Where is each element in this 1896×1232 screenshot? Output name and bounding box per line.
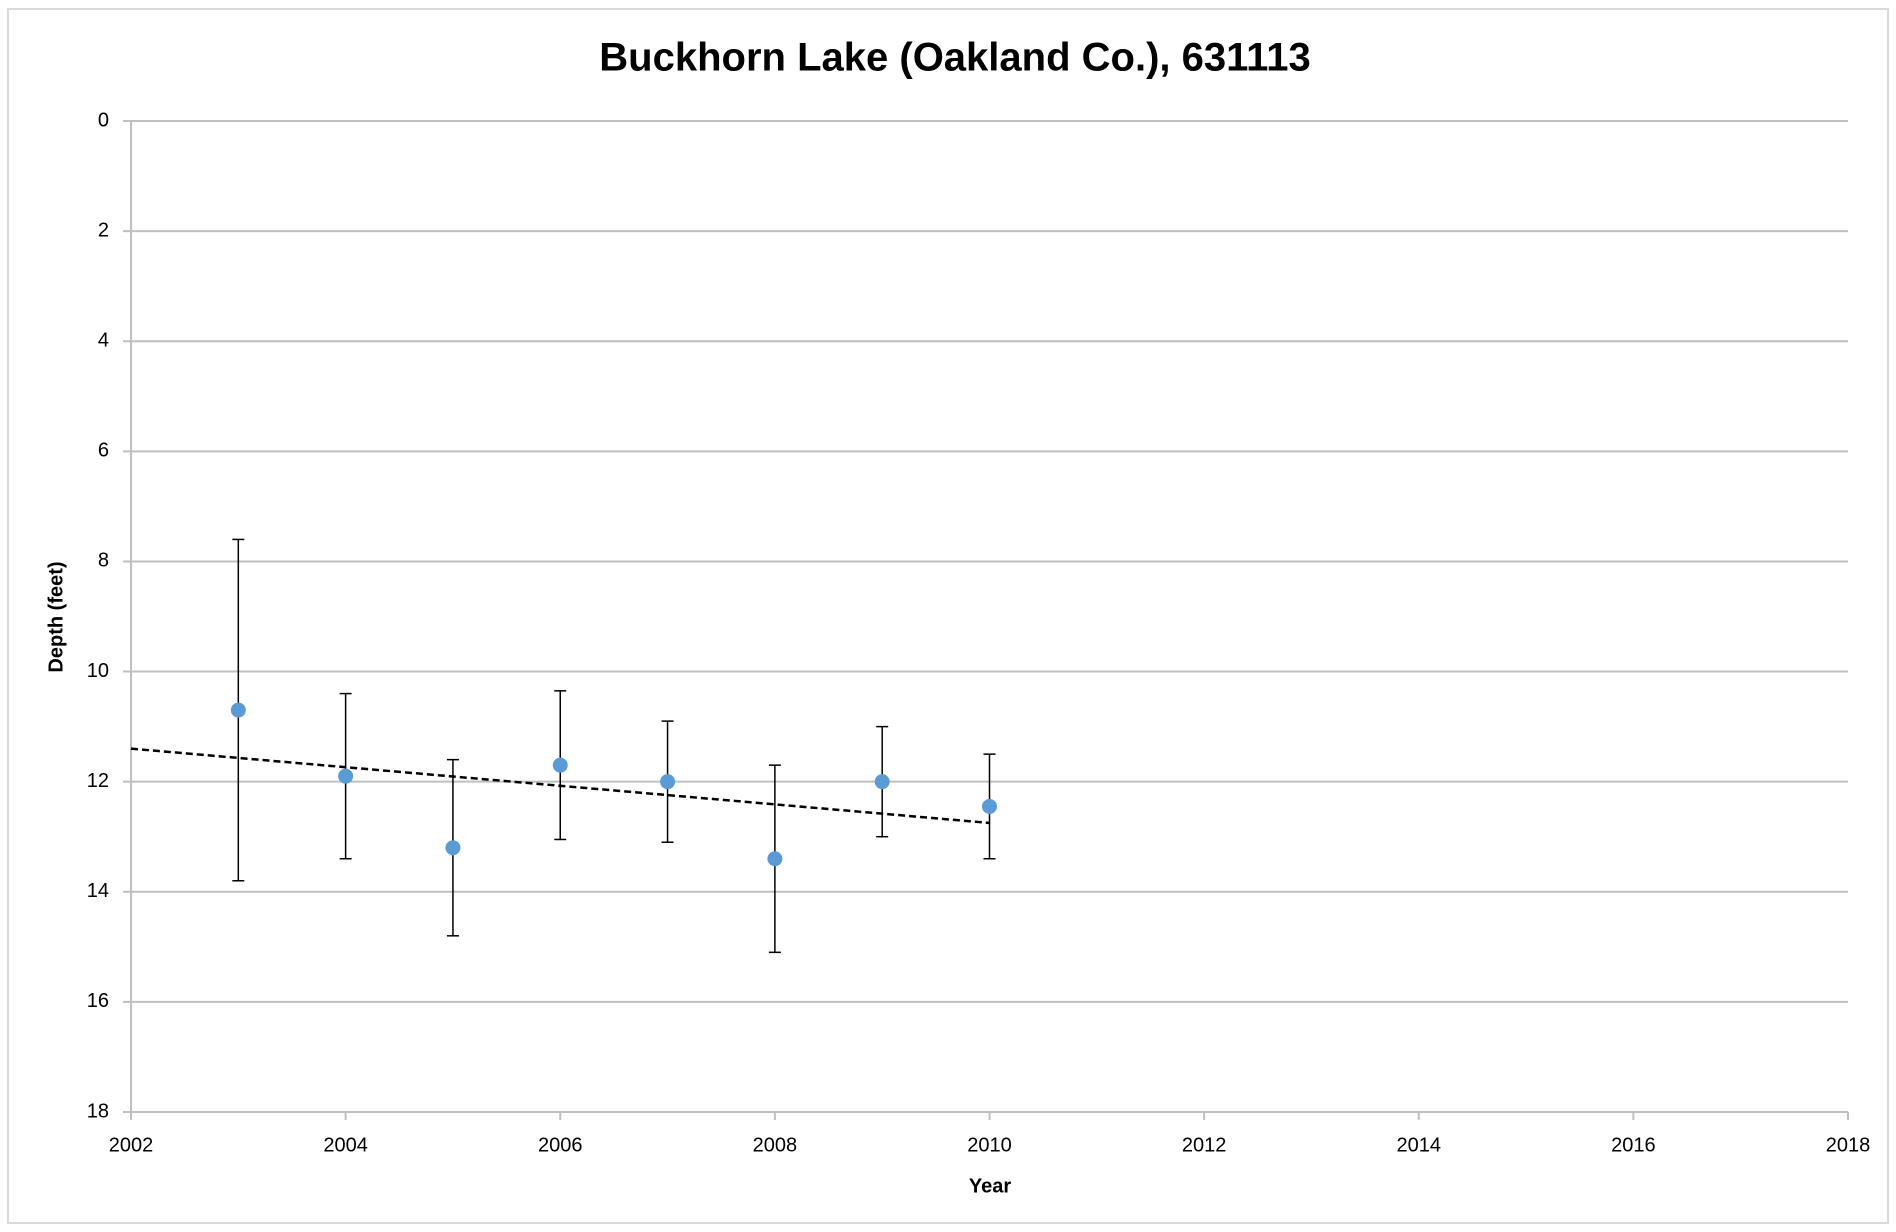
data-point — [982, 798, 997, 814]
data-point — [767, 851, 783, 867]
y-tick-label: 2 — [98, 219, 109, 241]
x-tick-label: 2008 — [753, 1134, 798, 1156]
x-tick-label: 2002 — [109, 1134, 154, 1156]
x-tick-label: 2016 — [1611, 1134, 1656, 1156]
x-tick-label: 2010 — [967, 1134, 1012, 1156]
y-tick-label: 18 — [87, 1100, 109, 1122]
y-tick-label: 14 — [87, 880, 109, 902]
chart-border — [7, 8, 1889, 1224]
data-point — [874, 774, 890, 790]
chart-title: Buckhorn Lake (Oakland Co.), 631113 — [599, 36, 1310, 80]
x-tick-label: 2012 — [1182, 1134, 1227, 1156]
data-point — [338, 768, 354, 784]
x-tick-label: 2018 — [1826, 1134, 1871, 1156]
data-point — [445, 840, 461, 856]
data-point — [552, 757, 568, 773]
x-tick-label: 2014 — [1397, 1134, 1442, 1156]
y-axis-title: Depth (feet) — [45, 561, 67, 672]
y-tick-label: 8 — [98, 550, 109, 572]
y-tick-label: 10 — [87, 660, 109, 682]
data-point — [660, 774, 676, 790]
y-tick-label: 0 — [98, 109, 109, 131]
y-tick-label: 12 — [87, 770, 109, 792]
x-tick-label: 2006 — [538, 1134, 583, 1156]
y-tick-label: 6 — [98, 440, 109, 462]
x-axis-title: Year — [969, 1175, 1011, 1197]
y-tick-label: 4 — [98, 330, 109, 352]
x-tick-label: 2004 — [323, 1134, 368, 1156]
y-tick-label: 16 — [87, 990, 109, 1012]
data-point — [230, 702, 246, 718]
